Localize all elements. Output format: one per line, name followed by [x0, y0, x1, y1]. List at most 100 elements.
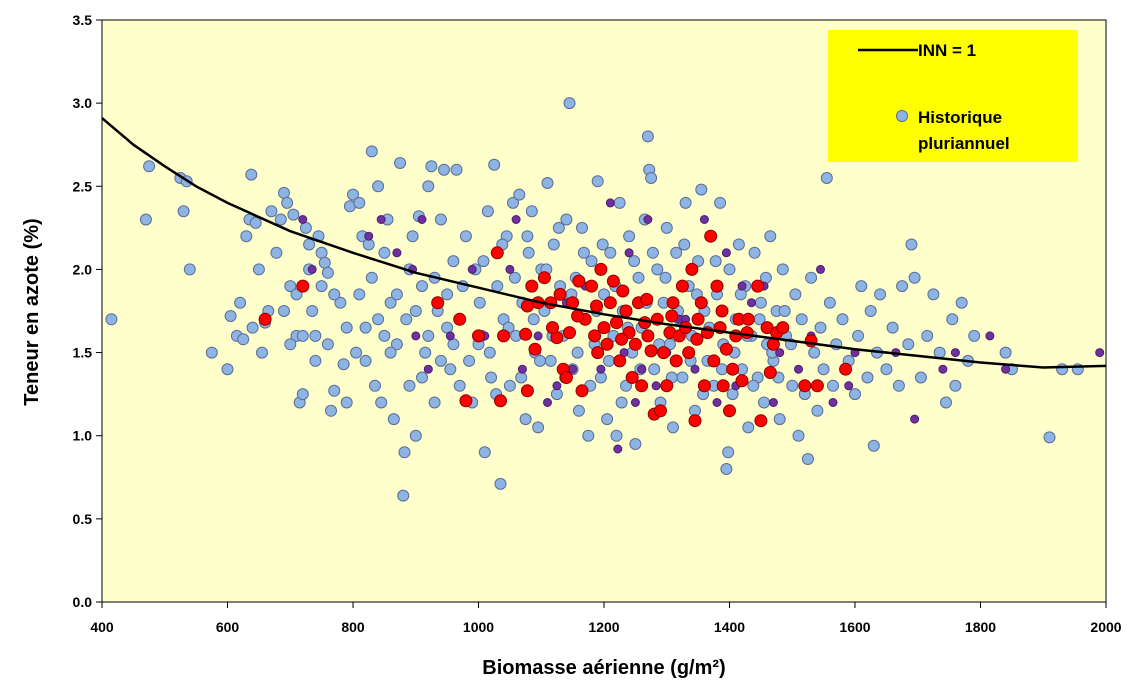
- historical-point: [880, 363, 893, 376]
- y-tick-label: 1.5: [73, 345, 93, 361]
- historical-point: [246, 321, 259, 334]
- historical-point: [805, 271, 818, 284]
- legend-box: [828, 30, 1078, 162]
- historical-point: [773, 413, 786, 426]
- historical-point: [645, 172, 658, 184]
- historical-point: [734, 288, 747, 301]
- red-point: [641, 329, 655, 343]
- historical-point: [999, 346, 1012, 359]
- historical-point: [692, 255, 705, 268]
- historical-point: [603, 354, 615, 367]
- purple-point: [613, 444, 623, 454]
- red-point: [644, 344, 658, 358]
- historical-point: [623, 230, 636, 243]
- historical-point: [742, 421, 755, 434]
- red-point: [563, 326, 576, 340]
- red-point: [616, 284, 630, 298]
- historical-point: [353, 288, 366, 301]
- purple-point: [1001, 364, 1011, 374]
- red-point: [490, 246, 504, 260]
- red-point: [571, 309, 585, 323]
- historical-point: [205, 346, 218, 359]
- red-point: [606, 274, 620, 288]
- historical-point: [434, 354, 447, 367]
- purple-point: [637, 364, 647, 374]
- y-tick-label: 3.0: [73, 95, 93, 111]
- red-point: [619, 304, 633, 318]
- red-point: [559, 371, 573, 384]
- historical-point: [278, 305, 290, 317]
- red-point: [585, 279, 598, 293]
- historical-point: [422, 329, 435, 342]
- historical-point: [732, 238, 745, 251]
- red-point: [735, 374, 749, 388]
- historical-point: [855, 280, 868, 293]
- historical-point: [786, 379, 799, 392]
- historical-point: [758, 396, 770, 409]
- historical-point: [400, 313, 413, 326]
- red-point: [628, 337, 642, 351]
- purple-point: [517, 364, 527, 374]
- historical-point: [177, 205, 190, 218]
- historical-point: [695, 183, 708, 196]
- historical-point: [667, 421, 679, 434]
- historical-point: [315, 246, 328, 259]
- red-point: [691, 312, 705, 326]
- historical-point: [384, 296, 397, 309]
- historical-point: [814, 321, 827, 334]
- y-axis-ticks: 0.0 0.5 1.0 1.5 2.0 2.5 3.0 3.5: [73, 12, 102, 610]
- y-tick-label: 0.5: [73, 511, 93, 527]
- historical-point: [577, 246, 590, 259]
- historical-point: [441, 288, 454, 301]
- y-tick-label: 1.0: [73, 428, 93, 444]
- legend-point-label-line2: pluriannuel: [918, 134, 1010, 153]
- red-point: [635, 379, 649, 393]
- historical-point: [670, 246, 683, 259]
- red-point: [675, 279, 689, 293]
- red-point: [258, 312, 272, 326]
- x-tick-label: 1000: [463, 619, 494, 635]
- historical-point: [659, 271, 672, 284]
- purple-point: [699, 215, 709, 224]
- historical-point: [676, 371, 689, 384]
- historical-point: [604, 246, 617, 259]
- historical-point: [384, 346, 397, 359]
- historical-point: [409, 305, 422, 317]
- historical-point: [908, 271, 921, 284]
- red-point: [615, 332, 629, 346]
- historical-point: [927, 288, 940, 301]
- historical-point: [369, 379, 381, 392]
- historical-point: [353, 196, 366, 209]
- historical-point: [748, 246, 761, 259]
- x-tick-label: 400: [90, 619, 114, 635]
- purple-point: [1095, 348, 1105, 358]
- historical-point: [534, 354, 546, 367]
- purple-point: [794, 364, 803, 374]
- historical-point: [390, 288, 403, 301]
- red-point: [669, 354, 683, 368]
- red-point: [594, 262, 608, 276]
- purple-point: [910, 414, 920, 424]
- historical-point: [478, 446, 491, 459]
- historical-point: [641, 130, 654, 143]
- legend-point-label-line1: Historique: [918, 108, 1002, 127]
- historical-point: [447, 255, 460, 268]
- historical-point: [375, 396, 388, 409]
- x-tick-label: 1800: [965, 619, 996, 635]
- purple-point: [950, 348, 960, 358]
- red-point: [666, 296, 680, 310]
- historical-point: [350, 346, 363, 359]
- red-point: [654, 404, 667, 418]
- historical-point: [403, 379, 416, 392]
- historical-point: [372, 313, 385, 326]
- historical-point: [678, 238, 691, 251]
- historical-point: [610, 429, 623, 442]
- red-point: [763, 366, 777, 379]
- historical-point: [183, 263, 196, 276]
- historical-point: [234, 296, 247, 309]
- historical-point: [563, 97, 576, 110]
- red-point: [588, 329, 602, 343]
- red-point: [575, 384, 589, 398]
- purple-point: [605, 198, 615, 208]
- red-point: [715, 304, 729, 318]
